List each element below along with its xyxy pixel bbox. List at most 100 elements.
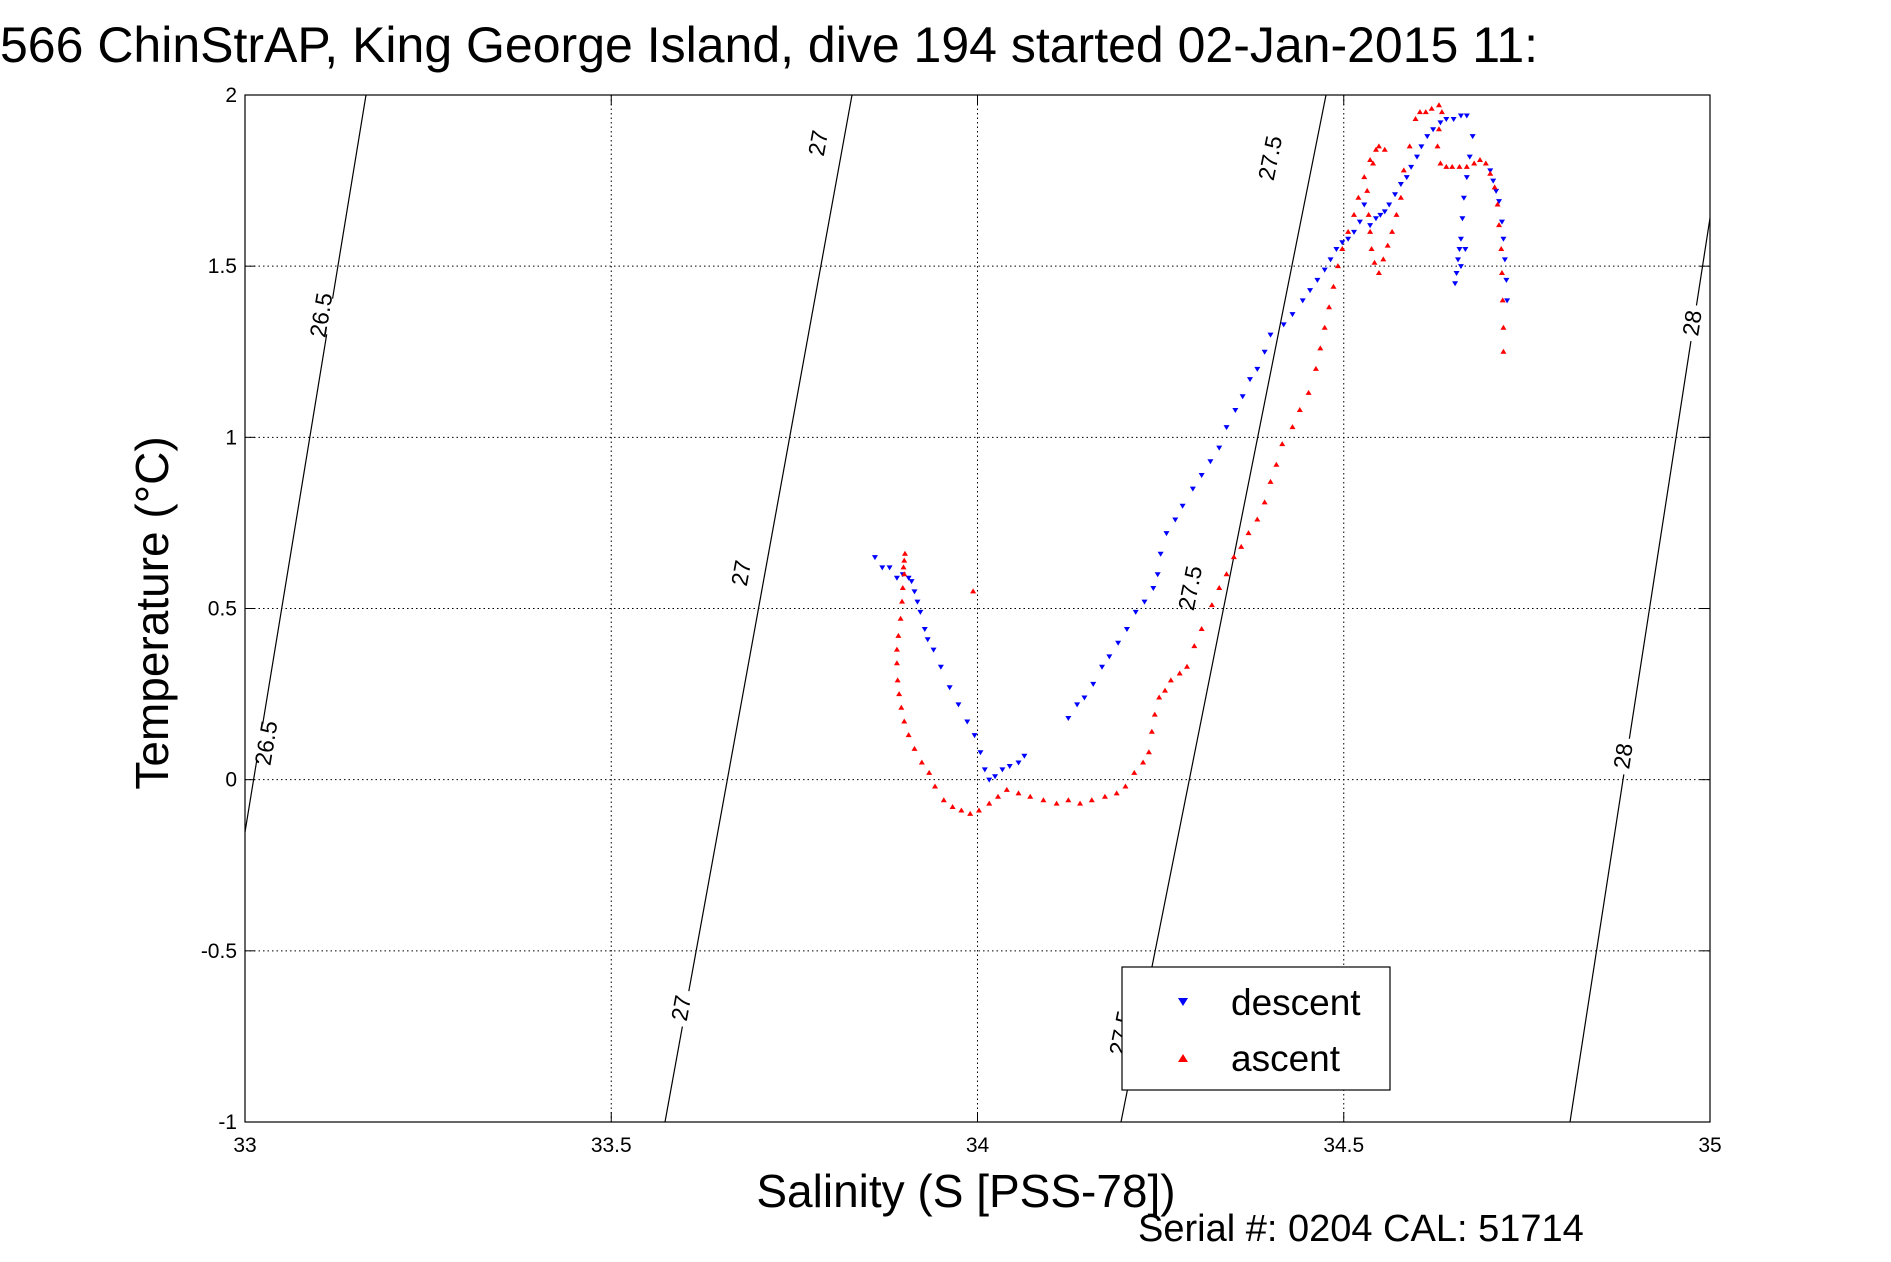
descent-point [1455, 257, 1462, 263]
ascent-point [1389, 228, 1396, 234]
descent-point [1424, 134, 1431, 140]
descent-point [1443, 116, 1450, 122]
x-tick-label: 34.5 [1323, 1134, 1364, 1157]
descent-point [1106, 654, 1113, 660]
x-tick-label: 34 [966, 1134, 990, 1157]
ascent-point [901, 557, 908, 563]
ascent-point [1438, 109, 1445, 115]
ascent-point [1191, 643, 1198, 649]
ascent-point [1101, 793, 1108, 799]
ascent-point [1364, 187, 1371, 193]
ascent-point [1496, 222, 1503, 228]
descent-point [1141, 599, 1148, 605]
descent-point [1115, 640, 1122, 646]
ascent-point [893, 646, 900, 652]
ascent-point [1015, 790, 1022, 796]
ascent-point [1183, 663, 1190, 669]
ascent-point [1428, 105, 1435, 111]
ascent-point [1500, 324, 1507, 330]
descent-point [1339, 240, 1346, 246]
ascent-point [1254, 516, 1261, 522]
descent-point [1504, 298, 1511, 304]
descent-point [1450, 116, 1457, 122]
ascent-point [1339, 246, 1346, 252]
ascent-point [932, 783, 939, 789]
descent-point [1463, 113, 1470, 119]
ascent-point [1371, 259, 1378, 265]
ascent-point [1279, 441, 1286, 447]
descent-point [924, 637, 931, 643]
descent-point [1381, 209, 1388, 215]
isopycnal-line [664, 94, 853, 1123]
isopycnal-label: 27 [803, 128, 833, 158]
ascent-point [1435, 102, 1442, 108]
descent-point [886, 565, 893, 571]
ascent-point [1361, 174, 1368, 180]
ascent-point [901, 550, 908, 556]
descent-point [905, 575, 912, 581]
isopycnal-line [244, 94, 367, 833]
ascent-point [1077, 800, 1084, 806]
serial-cal-footer: Serial #: 0204 CAL: 51714 [1138, 1208, 1584, 1250]
ascent-point [1393, 211, 1400, 217]
ascent-point [1381, 146, 1388, 152]
descent-point [964, 719, 971, 725]
grid [245, 95, 1710, 1122]
legend: descent ascent [1121, 966, 1391, 1091]
descent-point [1065, 716, 1072, 722]
ascent-point [967, 810, 974, 816]
descent-point [1462, 247, 1469, 253]
chart-title: 566 ChinStrAP, King George Island, dive … [0, 17, 1538, 73]
ascent-point [1296, 406, 1303, 412]
x-axis-label: Salinity (S [PSS-78]) [756, 1165, 1175, 1217]
descent-point [1503, 277, 1510, 283]
ascent-point [1380, 256, 1387, 262]
isopycnal-label-bg [723, 552, 759, 594]
descent-point [1457, 264, 1464, 270]
descent-point [1351, 229, 1358, 235]
descent-point [1261, 349, 1268, 355]
isopycnal-line [1569, 217, 1711, 1123]
ascent-point [918, 759, 925, 765]
ascent-point [1176, 670, 1183, 676]
ascent-point [1412, 115, 1419, 121]
descent-point [1361, 202, 1368, 208]
descent-point [1496, 199, 1503, 205]
descent-point [999, 767, 1006, 773]
descent-point [1460, 195, 1467, 201]
ascent-point [894, 677, 901, 683]
y-tick-label: 1 [225, 426, 237, 449]
legend-box [1121, 966, 1391, 1091]
ascent-point [958, 807, 965, 813]
descent-point [1154, 572, 1161, 578]
descent-point [1372, 216, 1379, 222]
descent-point [1456, 247, 1463, 253]
ascent-point [1355, 194, 1362, 200]
ascent-point [1312, 365, 1319, 371]
descent-point [1081, 695, 1088, 701]
descent-point [1430, 127, 1437, 133]
ascent-point [911, 745, 918, 751]
descent-point [1463, 175, 1470, 181]
descent-point [1015, 760, 1022, 766]
ascent-point [897, 615, 904, 621]
descent-point [1314, 277, 1321, 283]
descent-point [1466, 154, 1473, 160]
descent-point [1437, 120, 1444, 126]
descent-point [1501, 257, 1508, 263]
ascent-point [1491, 184, 1498, 190]
descent-point [1163, 531, 1170, 537]
descent-point [1333, 247, 1340, 253]
isopycnal-label: 28 [1608, 741, 1638, 770]
y-tick-label: 0 [225, 769, 237, 792]
ascent-point [1053, 800, 1060, 806]
ascent-point [1230, 554, 1237, 560]
ascent-point [1498, 270, 1505, 276]
descent-point [1392, 192, 1399, 198]
ascent-point [1422, 109, 1429, 115]
descent-point [1377, 212, 1384, 218]
descent-point [1469, 134, 1476, 140]
legend-ascent-marker [1178, 1054, 1188, 1062]
descent-point [1452, 281, 1459, 287]
